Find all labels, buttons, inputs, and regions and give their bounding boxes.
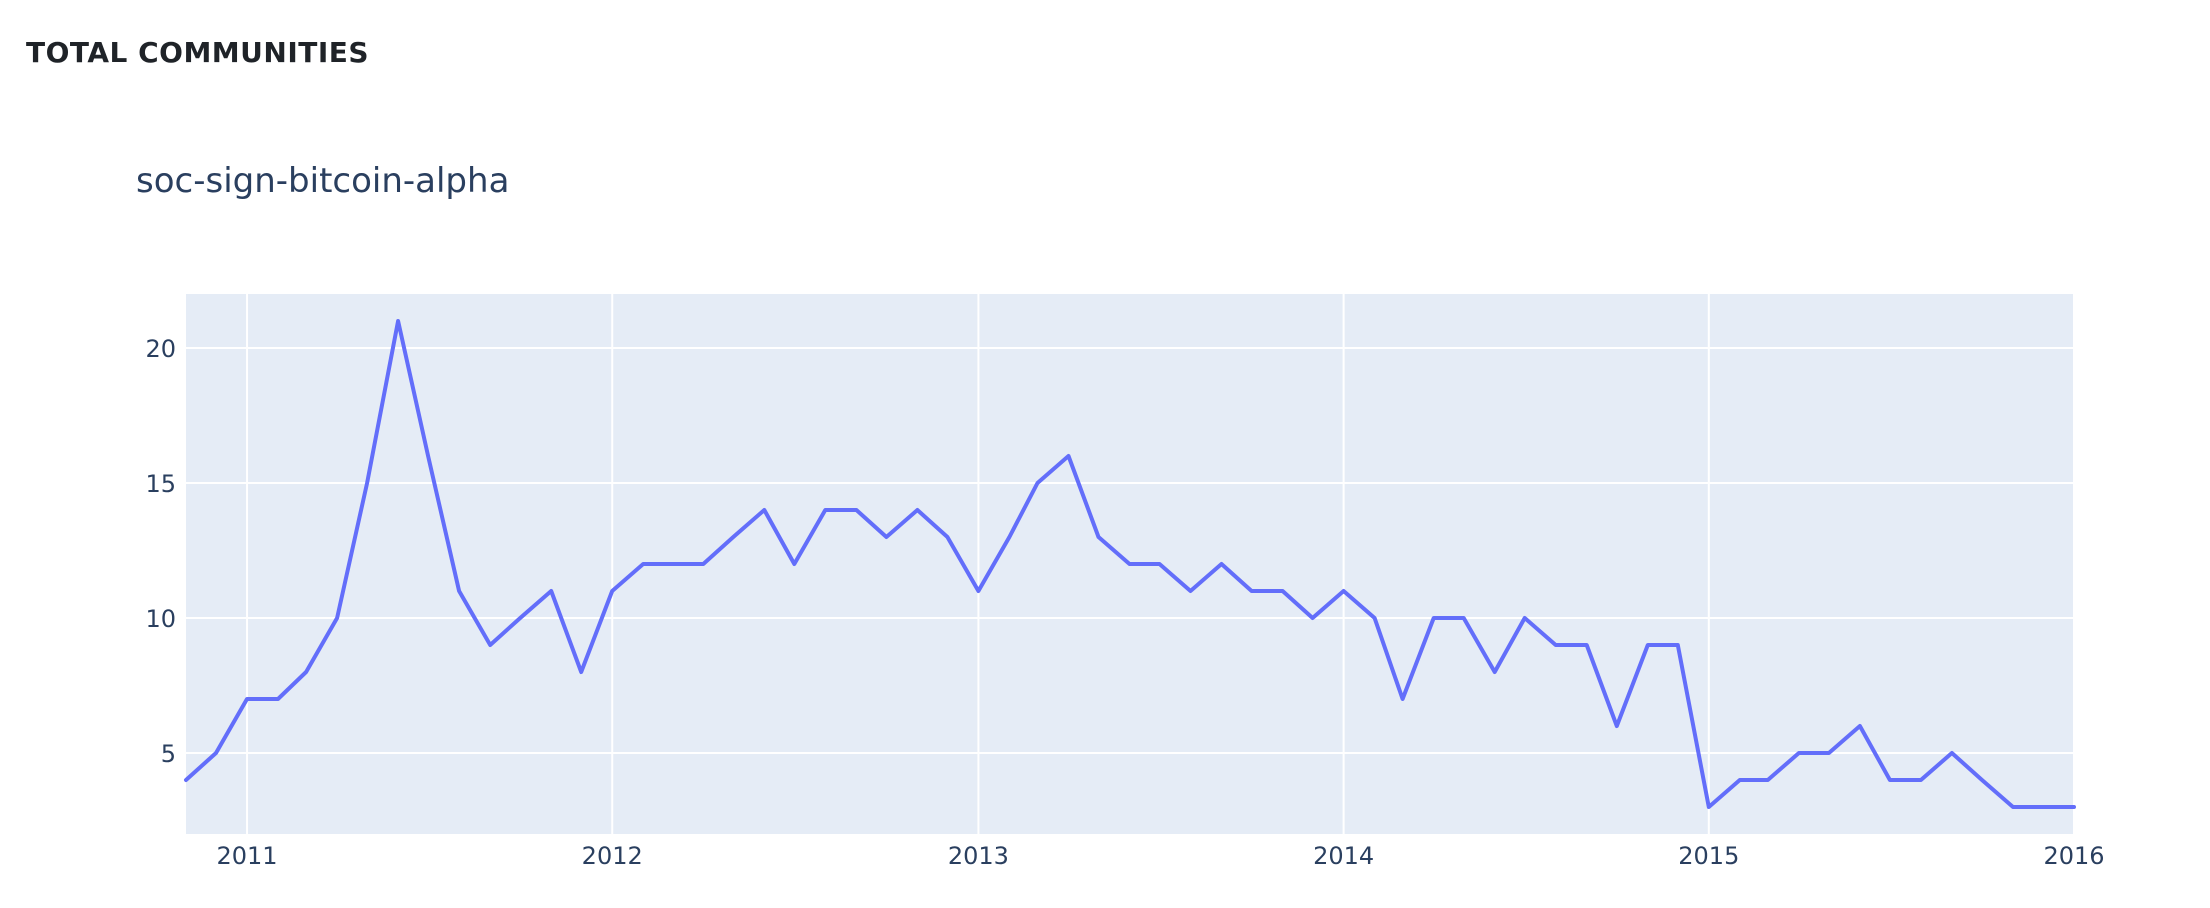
section-heading: TOTAL COMMUNITIES xyxy=(26,36,370,69)
x-tick-label: 2016 xyxy=(2043,842,2104,870)
grid-lines xyxy=(186,294,2075,834)
x-tick-label: 2011 xyxy=(216,842,277,870)
y-tick-label: 15 xyxy=(145,470,176,498)
y-axis-ticks: 5 10 15 20 xyxy=(145,335,176,768)
y-tick-label: 20 xyxy=(145,335,176,363)
x-tick-label: 2015 xyxy=(1678,842,1739,870)
x-tick-label: 2012 xyxy=(582,842,643,870)
x-tick-label: 2013 xyxy=(948,842,1009,870)
y-tick-label: 5 xyxy=(161,740,176,768)
y-tick-label: 10 xyxy=(145,605,176,633)
x-tick-label: 2014 xyxy=(1313,842,1374,870)
series-points xyxy=(185,320,2075,808)
x-axis-ticks: 2011 2012 2013 2014 2015 2016 xyxy=(216,842,2104,870)
chart-title: soc-sign-bitcoin-alpha xyxy=(136,161,509,201)
